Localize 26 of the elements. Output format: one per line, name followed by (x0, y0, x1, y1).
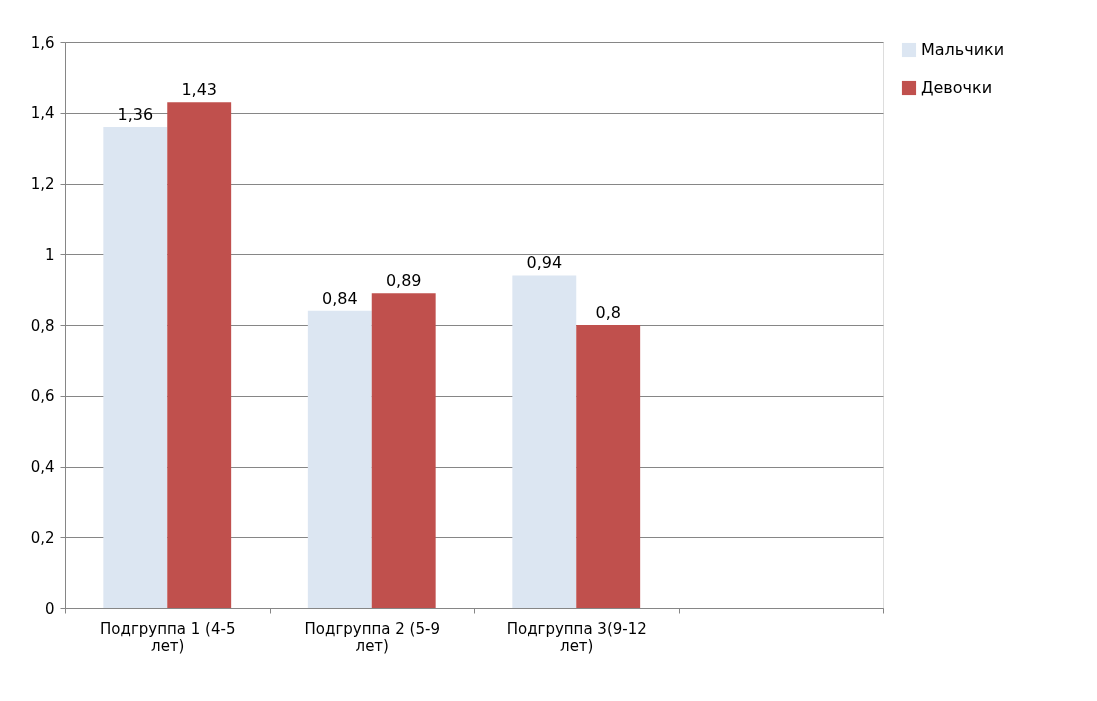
data-label: 0,8 (595, 303, 621, 322)
legend-label: Мальчики (921, 40, 1005, 59)
bar (307, 310, 372, 608)
x-tick-label: Подгруппа 1 (4-5 лет) (100, 619, 236, 655)
y-tick-label: 0,8 (30, 316, 55, 335)
data-label: 0,89 (385, 271, 422, 291)
y-tick-label: 1,6 (30, 33, 55, 52)
y-tick-label: 1 (44, 245, 55, 264)
data-label: 1,36 (117, 104, 154, 124)
x-tick-label: Подгруппа 3(9-12 лет) (506, 619, 647, 655)
data-label: 0,84 (321, 288, 358, 308)
y-tick-label: 0,4 (30, 458, 55, 476)
y-tick-label: 1,2 (30, 175, 55, 193)
y-tick-label: 0,6 (30, 387, 55, 406)
bar (576, 325, 641, 608)
y-tick-label: 0 (44, 599, 55, 618)
bar (103, 126, 168, 608)
data-label: 0,94 (526, 253, 563, 273)
bar (167, 102, 232, 608)
x-tick-label: Подгруппа 2 (5-9 лет) (304, 619, 440, 655)
y-tick-label: 1,4 (30, 104, 55, 123)
bar (512, 275, 577, 608)
legend-label: Девочки (921, 78, 993, 97)
data-label: 1,43 (181, 80, 218, 100)
y-tick-label: 0,2 (30, 528, 55, 547)
bar (371, 293, 436, 608)
